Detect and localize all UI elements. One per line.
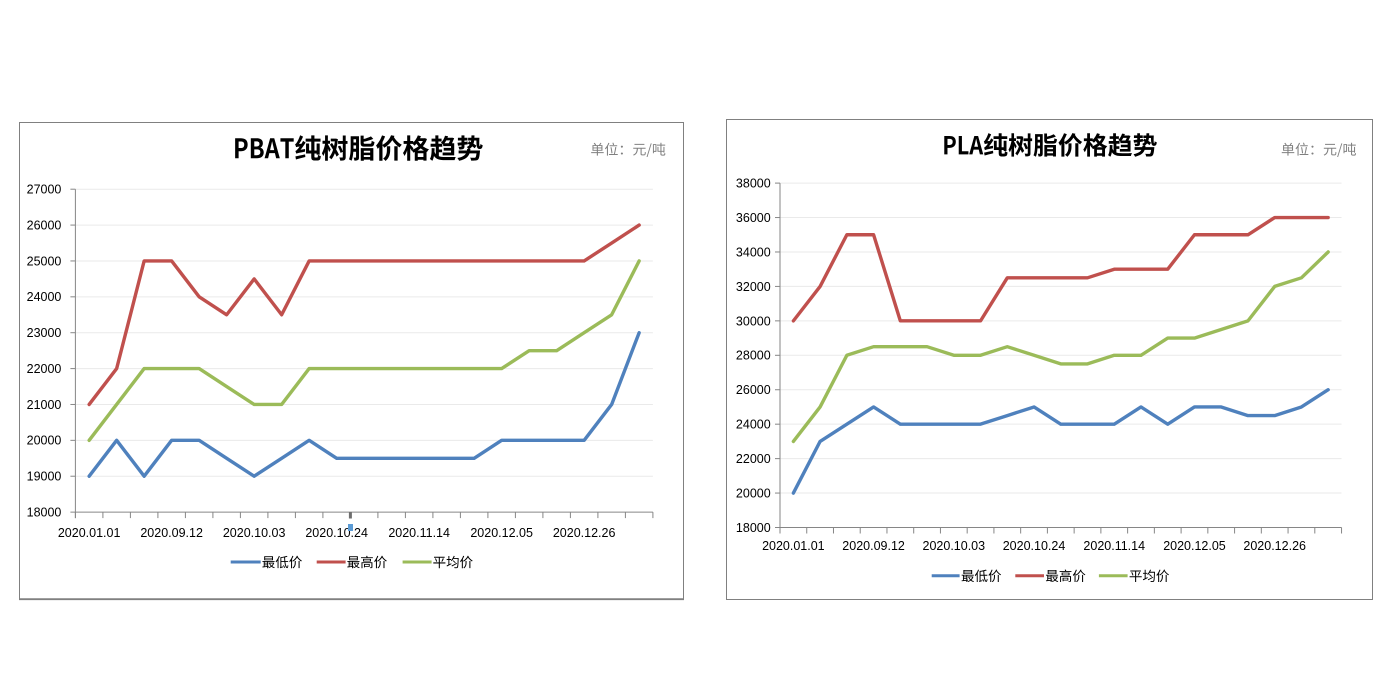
svg-text:2020.12.05: 2020.12.05 (1163, 539, 1226, 553)
svg-text:25000: 25000 (27, 254, 62, 268)
svg-text:24000: 24000 (27, 290, 62, 304)
svg-text:26000: 26000 (736, 383, 771, 397)
svg-text:2020.09.12: 2020.09.12 (842, 539, 905, 553)
svg-text:19000: 19000 (27, 470, 62, 484)
svg-text:2020.11.14: 2020.11.14 (388, 526, 450, 540)
svg-text:24000: 24000 (736, 418, 771, 432)
svg-text:2020.12.05: 2020.12.05 (470, 526, 533, 540)
svg-text:20000: 20000 (27, 434, 62, 448)
svg-text:27000: 27000 (27, 183, 62, 197)
svg-text:28000: 28000 (736, 349, 771, 363)
svg-text:22000: 22000 (736, 452, 771, 466)
svg-text:2020.01.01: 2020.01.01 (762, 539, 825, 553)
svg-text:2020.10.03: 2020.10.03 (923, 539, 986, 553)
svg-text:34000: 34000 (736, 245, 771, 259)
svg-text:32000: 32000 (736, 280, 771, 294)
svg-text:2020.01.01: 2020.01.01 (58, 526, 121, 540)
svg-text:30000: 30000 (736, 314, 771, 328)
svg-text:26000: 26000 (27, 218, 62, 232)
svg-text:20000: 20000 (736, 486, 771, 500)
svg-text:2020.10.03: 2020.10.03 (223, 526, 286, 540)
svg-text:22000: 22000 (27, 362, 62, 376)
svg-text:18000: 18000 (27, 506, 62, 520)
svg-text:18000: 18000 (736, 521, 771, 535)
svg-text:2020.12.26: 2020.12.26 (1243, 539, 1306, 553)
svg-text:2020.10.24: 2020.10.24 (1003, 539, 1066, 553)
svg-text:21000: 21000 (27, 398, 62, 412)
svg-text:38000: 38000 (736, 177, 771, 191)
svg-text:2020.10.24: 2020.10.24 (305, 526, 368, 540)
svg-text:36000: 36000 (736, 211, 771, 225)
svg-text:2020.11.14: 2020.11.14 (1083, 539, 1145, 553)
svg-text:23000: 23000 (27, 326, 62, 340)
svg-text:2020.09.12: 2020.09.12 (140, 526, 203, 540)
svg-text:2020.12.26: 2020.12.26 (553, 526, 616, 540)
